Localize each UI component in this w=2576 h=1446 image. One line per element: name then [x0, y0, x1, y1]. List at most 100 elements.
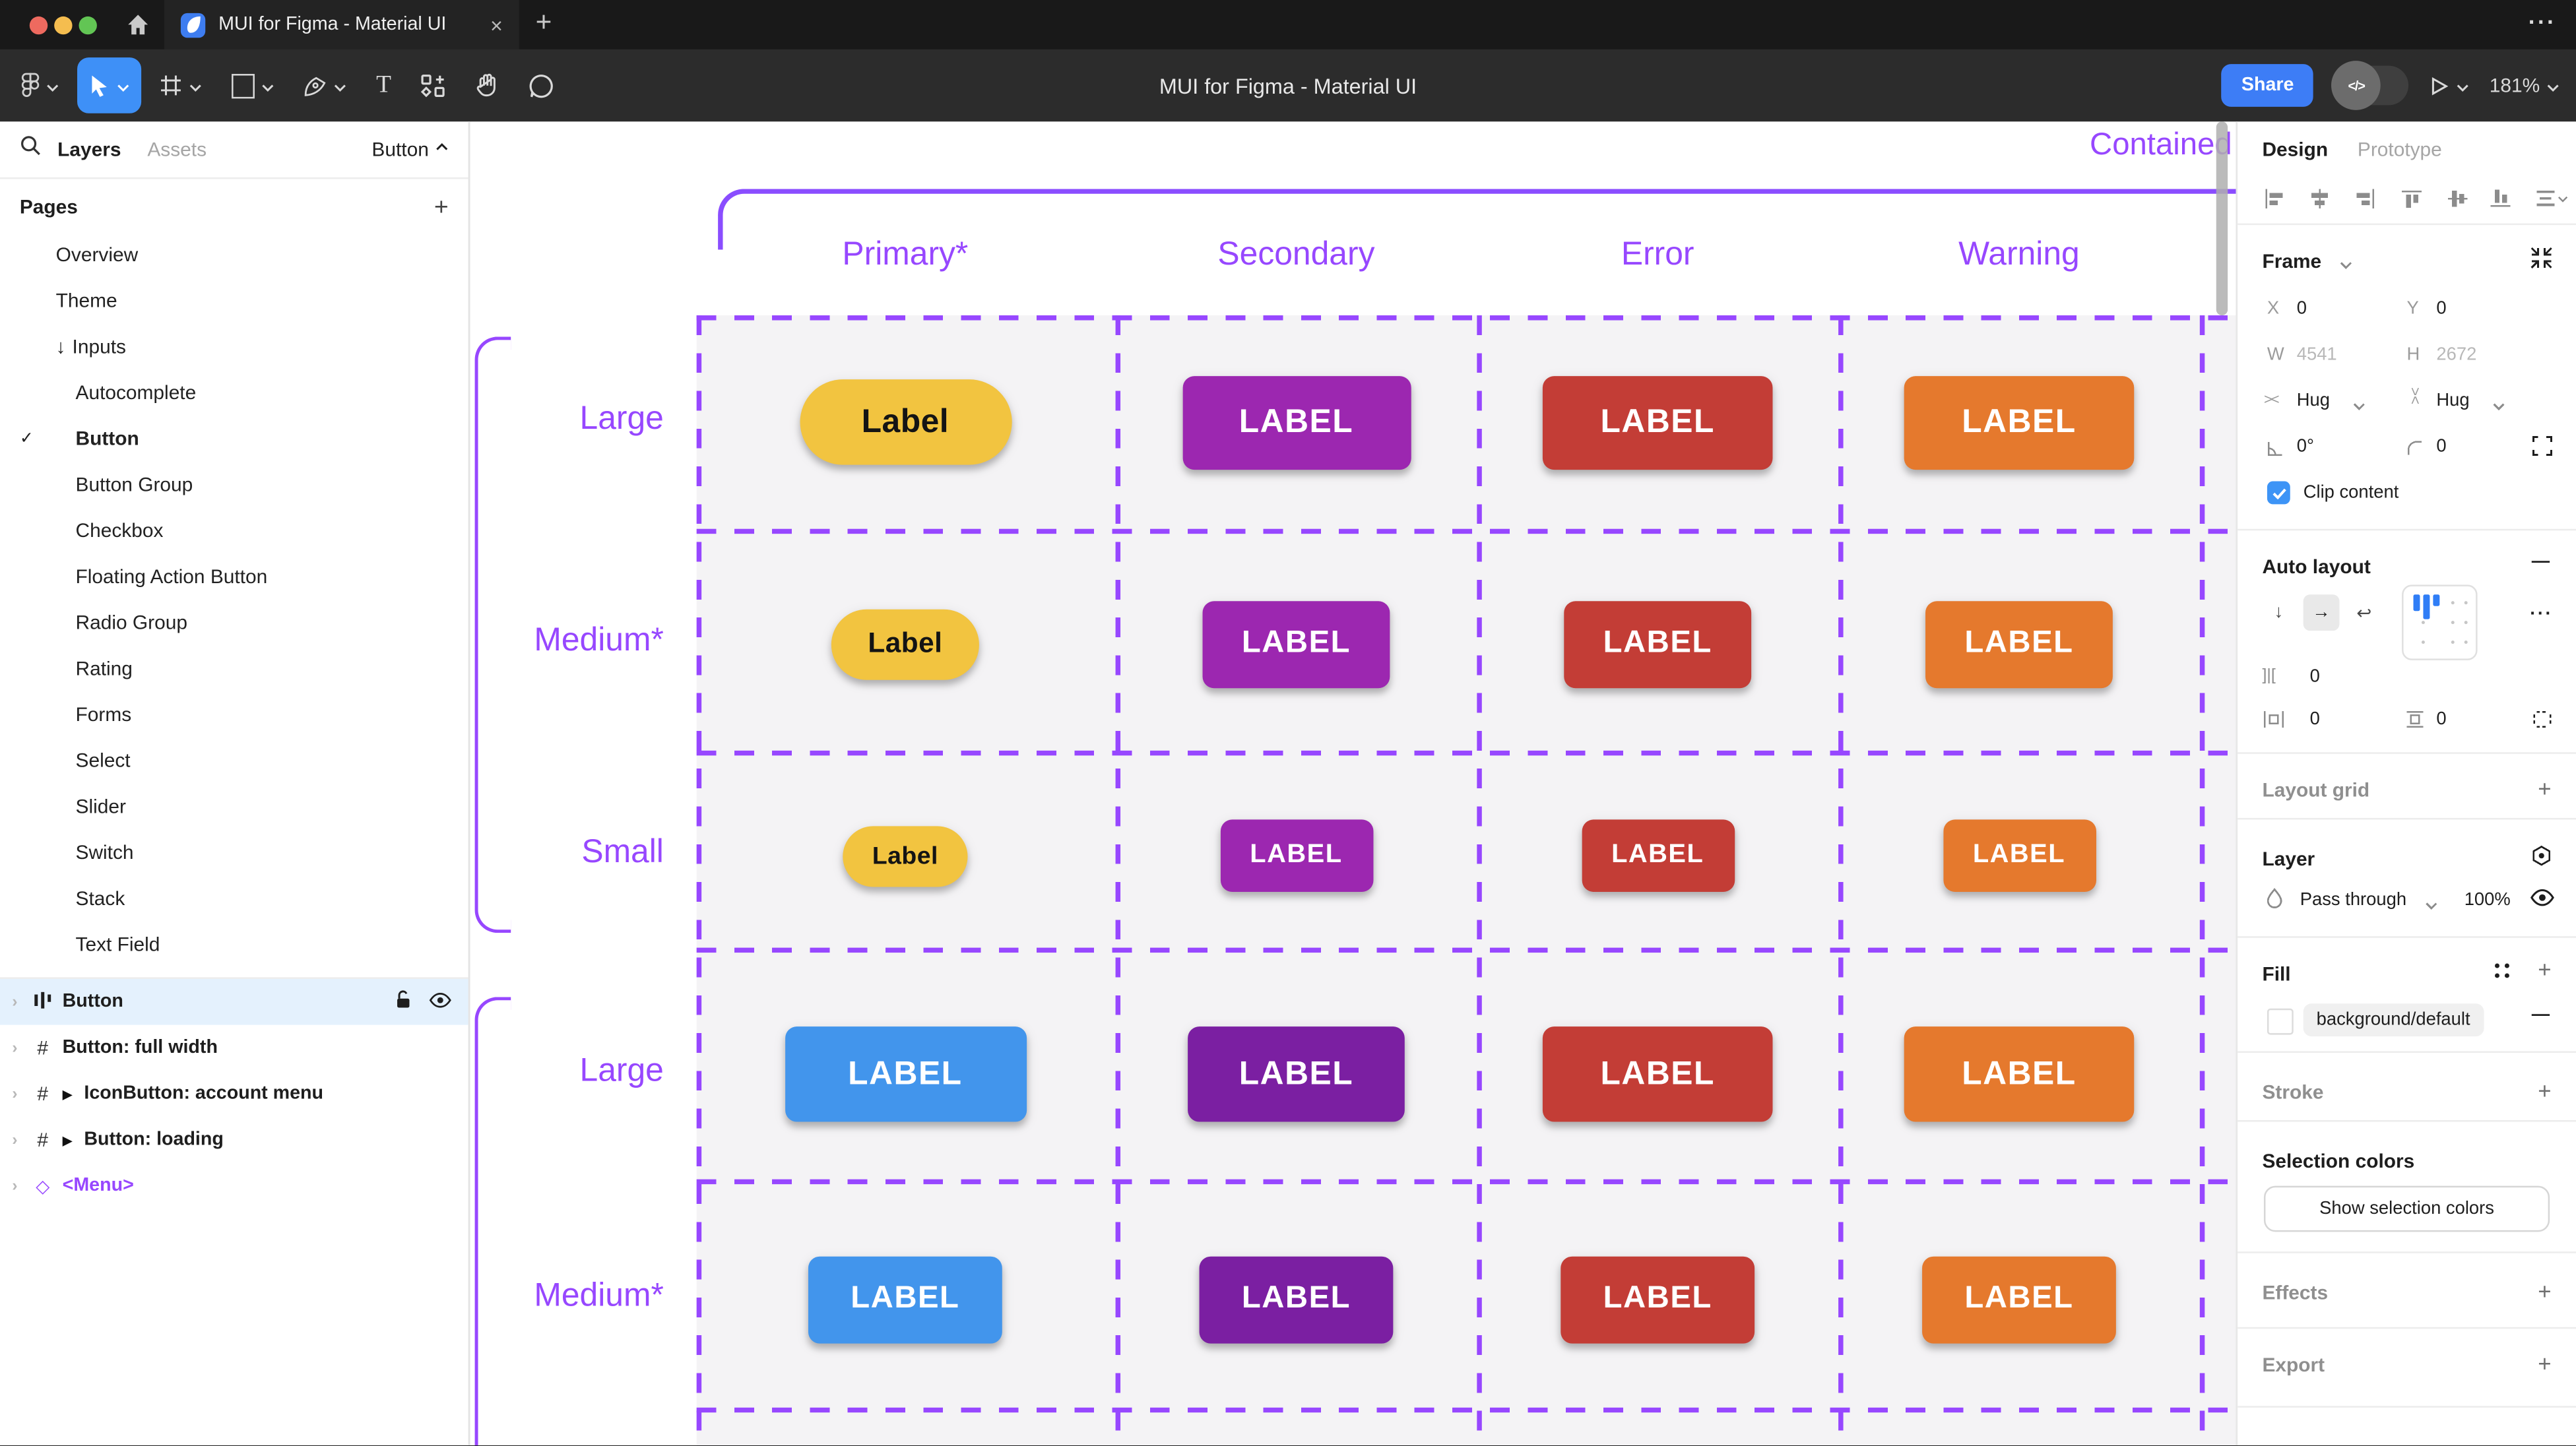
layout-horizontal-button[interactable]: → [2303, 594, 2340, 631]
layer-row[interactable]: › Button [0, 978, 468, 1025]
unlock-icon[interactable] [395, 989, 412, 1015]
h-field[interactable]: 2672 [2436, 344, 2477, 365]
move-tool-button[interactable] [77, 57, 142, 113]
individual-padding-icon[interactable] [2532, 710, 2553, 734]
collapse-panel-icon[interactable] [2530, 246, 2553, 274]
page-item[interactable]: Button Group [0, 462, 468, 508]
canvas-button[interactable]: LABEL [1182, 375, 1411, 469]
opacity-field[interactable]: 100% [2464, 890, 2511, 910]
tab-assets[interactable]: Assets [147, 138, 207, 162]
x-field[interactable]: 0 [2296, 299, 2307, 319]
page-item[interactable]: Theme [0, 278, 468, 324]
resources-tool-button[interactable] [409, 57, 457, 113]
align-bottom-icon[interactable] [2489, 187, 2512, 215]
add-fill-button[interactable]: + [2538, 956, 2552, 982]
expand-chevron-icon[interactable]: › [12, 1084, 18, 1103]
canvas-scrollbar[interactable] [2216, 121, 2228, 316]
layout-vertical-button[interactable]: ↓ [2274, 602, 2284, 623]
canvas-button[interactable]: LABEL [1199, 1255, 1394, 1343]
canvas-button[interactable]: LABEL [808, 1255, 1002, 1343]
expand-chevron-icon[interactable]: › [12, 1176, 18, 1195]
page-item[interactable]: ✓ Button [0, 416, 468, 462]
page-item[interactable]: Forms [0, 691, 468, 738]
fill-swatch[interactable] [2267, 1008, 2294, 1035]
layer-row[interactable]: › # ▶ Button: loading [0, 1117, 468, 1163]
add-page-button[interactable]: + [434, 193, 449, 221]
add-effect-button[interactable]: + [2538, 1278, 2552, 1304]
layer-row[interactable]: › # ▶ IconButton: account menu [0, 1071, 468, 1117]
align-left-icon[interactable] [2262, 187, 2285, 215]
search-icon[interactable] [20, 135, 41, 164]
page-item[interactable]: Stack [0, 875, 468, 922]
tab-prototype[interactable]: Prototype [2357, 138, 2442, 162]
traffic-close-button[interactable] [29, 16, 48, 35]
show-selection-colors-button[interactable]: Show selection colors [2263, 1185, 2550, 1232]
layer-row[interactable]: › ◇ <Menu> [0, 1163, 468, 1209]
page-item[interactable]: Rating [0, 645, 468, 691]
hand-tool-button[interactable] [464, 57, 511, 113]
layout-wrap-button[interactable]: ↩ [2356, 604, 2372, 623]
page-item[interactable]: Slider [0, 784, 468, 830]
shape-tool-button[interactable] [220, 57, 286, 113]
new-tab-button[interactable]: + [535, 6, 552, 38]
fill-token-chip[interactable]: background/default [2303, 1003, 2484, 1037]
blend-mode-dropdown[interactable]: Pass through [2300, 890, 2407, 910]
canvas-button[interactable]: LABEL [1904, 1026, 2135, 1122]
add-export-button[interactable]: + [2538, 1350, 2552, 1377]
visible-eye-icon[interactable] [429, 991, 452, 1013]
tab-design[interactable]: Design [2262, 138, 2329, 162]
canvas-button[interactable]: LABEL [1943, 819, 2096, 892]
page-item[interactable]: Overview [0, 232, 468, 278]
hug-width-dropdown[interactable]: Hug [2296, 391, 2331, 411]
gap-field[interactable]: 0 [2309, 666, 2320, 687]
remove-auto-layout-button[interactable]: — [2531, 551, 2550, 572]
traffic-zoom-button[interactable] [79, 16, 97, 35]
add-layout-grid-button[interactable]: + [2538, 775, 2552, 802]
canvas-button[interactable]: LABEL [1542, 375, 1773, 469]
remove-fill-button[interactable]: — [2531, 1005, 2550, 1025]
page-item[interactable]: Switch [0, 829, 468, 875]
traffic-minimize-button[interactable] [54, 16, 73, 35]
canvas-button[interactable]: LABEL [1564, 600, 1752, 687]
canvas-button[interactable]: LABEL [1219, 819, 1373, 892]
align-v-center-icon[interactable] [2446, 187, 2469, 215]
frame-type-chevron-icon[interactable] [2339, 255, 2352, 274]
tab-close-icon[interactable]: × [490, 12, 503, 38]
window-more-icon[interactable]: ··· [2528, 8, 2557, 35]
home-icon[interactable] [125, 11, 151, 46]
independent-corners-icon[interactable] [2532, 435, 2553, 462]
w-field[interactable]: 4541 [2296, 344, 2337, 365]
y-field[interactable]: 0 [2436, 299, 2447, 319]
canvas-button[interactable]: Label [799, 379, 1012, 465]
page-item[interactable]: Autocomplete [0, 369, 468, 416]
canvas-button[interactable]: LABEL [1561, 1255, 1755, 1343]
v-padding-field[interactable]: 0 [2436, 709, 2447, 730]
blend-mode-icon[interactable] [2530, 844, 2553, 872]
page-selector[interactable]: Button [371, 138, 448, 161]
distribute-icon[interactable] [2535, 187, 2568, 215]
frame-title[interactable]: Contained [2090, 128, 2232, 163]
present-button[interactable] [2429, 74, 2470, 97]
file-tab[interactable]: MUI for Figma - Material UI × [164, 0, 519, 49]
canvas-button[interactable]: LABEL [1925, 600, 2113, 687]
canvas[interactable]: Contained Primary* Secondary Error Warning La… [470, 121, 2236, 1446]
expand-chevron-icon[interactable]: › [12, 1131, 18, 1149]
clip-content-checkbox[interactable] [2267, 481, 2290, 505]
tab-layers[interactable]: Layers [57, 138, 121, 162]
page-item[interactable]: Select [0, 738, 468, 784]
canvas-button[interactable]: Label [843, 825, 968, 887]
align-h-center-icon[interactable] [2308, 187, 2331, 215]
corner-radius-field[interactable]: 0 [2436, 437, 2447, 457]
dev-mode-toggle[interactable]: </> [2331, 61, 2409, 110]
add-stroke-button[interactable]: + [2538, 1077, 2552, 1104]
canvas-button[interactable]: Label [831, 608, 979, 679]
canvas-button[interactable]: LABEL [784, 1026, 1026, 1122]
canvas-button[interactable]: LABEL [1202, 600, 1390, 687]
frame-tool-button[interactable] [148, 57, 214, 113]
canvas-button[interactable]: LABEL [1581, 819, 1734, 892]
layer-visibility-icon[interactable] [2530, 889, 2554, 912]
fill-styles-icon[interactable] [2494, 962, 2511, 984]
main-menu-button[interactable] [10, 57, 71, 113]
hug-height-dropdown[interactable]: Hug [2436, 391, 2470, 411]
comment-tool-button[interactable] [518, 57, 565, 113]
